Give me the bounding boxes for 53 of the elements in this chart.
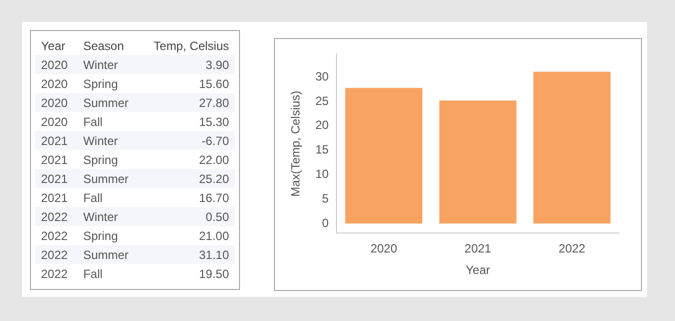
bar (533, 72, 611, 224)
text: Year (40, 38, 66, 54)
text: 15.30 (198, 114, 230, 130)
x-tick-label: 2020 (370, 242, 398, 256)
text: Season (82, 38, 125, 54)
y-tick-label: 25 (315, 94, 330, 108)
text: 19.50 (198, 266, 230, 282)
bar (345, 88, 422, 224)
text: Spring (82, 228, 119, 244)
text: 2020 (40, 76, 69, 92)
text: 15.60 (198, 76, 230, 92)
text: 2021 (40, 132, 69, 150)
bar (439, 100, 516, 224)
text: 2022 (40, 208, 69, 226)
text: Winter (82, 208, 119, 226)
text: Fall (82, 266, 104, 282)
y-tick-label: 0 (322, 216, 330, 230)
text: Summer (82, 170, 130, 188)
text: Temp, Celsius (152, 38, 230, 54)
text: Spring (82, 152, 119, 168)
x-tick-label: 2021 (464, 242, 492, 256)
text: 0.50 (204, 208, 230, 226)
text: 2020 (40, 114, 69, 130)
text: 2021 (40, 152, 69, 168)
text: 21.00 (198, 228, 230, 244)
text: Fall (82, 114, 104, 130)
y-tick-label: 30 (315, 69, 330, 84)
text: 2021 (40, 170, 69, 188)
y-tick-label: 5 (322, 191, 330, 206)
x-axis-title: Year (466, 263, 490, 278)
text: Summer (82, 246, 130, 264)
y-axis-title: Max(Temp, Celsius) (288, 90, 303, 197)
text: 2022 (40, 228, 69, 244)
text: 31.10 (198, 246, 230, 264)
text: 25.20 (198, 170, 230, 188)
y-tick-label: 15 (315, 142, 330, 157)
text: 2022 (40, 266, 69, 282)
text: 22.00 (198, 152, 230, 168)
text: 2020 (40, 94, 69, 112)
text: Winter (82, 56, 119, 74)
text: 27.80 (198, 94, 230, 112)
y-tick-label: 20 (315, 118, 330, 132)
y-tick-label: 10 (315, 166, 330, 181)
text: Fall (82, 190, 104, 206)
text: Summer (82, 94, 130, 112)
text: Spring (82, 76, 119, 92)
text: Winter (82, 132, 119, 150)
text: 2020 (40, 56, 69, 74)
text: -6.70 (200, 132, 230, 150)
text: 16.70 (198, 190, 230, 206)
text: 2021 (40, 190, 69, 206)
x-tick-label: 2022 (558, 242, 586, 256)
text: 3.90 (204, 56, 230, 74)
